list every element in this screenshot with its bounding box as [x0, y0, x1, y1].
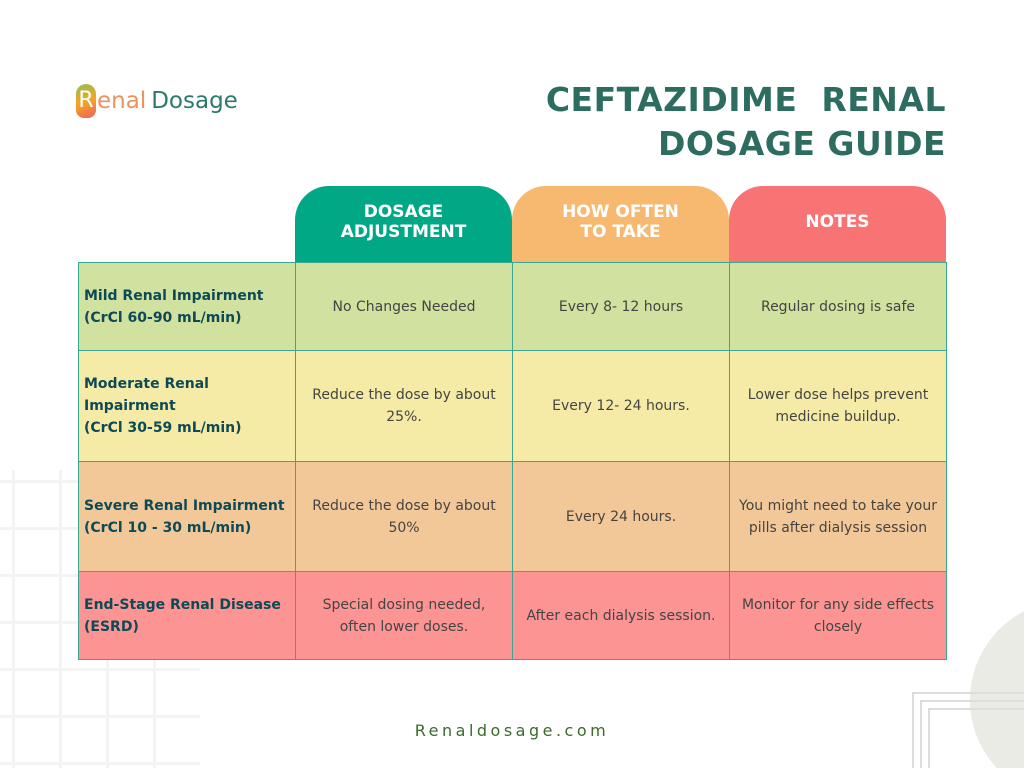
stage-cell: Moderate Renal Impairment (CrCl 30-59 mL/…: [78, 350, 296, 462]
header-dosage-adjustment: DOSAGE ADJUSTMENT: [295, 186, 512, 262]
dosage-cell: Special dosing needed, often lower doses…: [295, 571, 513, 660]
header-how-often: HOW OFTEN TO TAKE: [512, 186, 729, 262]
stage-cell: Severe Renal Impairment (CrCl 10 - 30 mL/…: [78, 461, 296, 572]
lines-decoration: [912, 692, 1024, 768]
frequency-cell: After each dialysis session.: [512, 571, 730, 660]
stage-cell: End-Stage Renal Disease (ESRD): [78, 571, 296, 660]
frequency-cell: Every 24 hours.: [512, 461, 730, 572]
table-row: End-Stage Renal Disease (ESRD) Special do…: [78, 571, 947, 660]
logo-text-renal: enal: [97, 88, 147, 114]
notes-cell: Regular dosing is safe: [729, 262, 947, 351]
page-title: CEFTAZIDIME RENAL DOSAGE GUIDE: [546, 78, 946, 166]
stage-name: End-Stage Renal Disease: [84, 596, 281, 613]
table-row: Severe Renal Impairment (CrCl 10 - 30 mL/…: [78, 461, 947, 572]
dosage-cell: No Changes Needed: [295, 262, 513, 351]
table-row: Mild Renal Impairment (CrCl 60-90 mL/min)…: [78, 262, 947, 351]
dosage-cell: Reduce the dose by about 25%.: [295, 350, 513, 462]
title-line-1: CEFTAZIDIME RENAL: [545, 80, 946, 119]
dosage-cell: Reduce the dose by about 50%: [295, 461, 513, 572]
frequency-cell: Every 8- 12 hours: [512, 262, 730, 351]
header-notes: NOTES: [729, 186, 946, 262]
frequency-cell: Every 12- 24 hours.: [512, 350, 730, 462]
stage-crcl: (CrCl 30-59 mL/min): [84, 420, 242, 436]
stage-crcl: (ESRD): [84, 618, 139, 635]
notes-cell: You might need to take your pills after …: [729, 461, 947, 572]
circle-decoration: [970, 611, 1024, 768]
stage-cell: Mild Renal Impairment (CrCl 60-90 mL/min): [78, 262, 296, 351]
logo-text-dosage: Dosage: [151, 88, 238, 114]
stage-crcl: (CrCl 60-90 mL/min): [84, 309, 242, 326]
dosage-table: Mild Renal Impairment (CrCl 60-90 mL/min)…: [78, 262, 947, 660]
stage-crcl: (CrCl 10 - 30 mL/min): [84, 519, 252, 536]
stage-name: Mild Renal Impairment: [84, 287, 264, 304]
logo-r-mark: R: [76, 84, 96, 118]
notes-cell: Monitor for any side effects closely: [729, 571, 947, 660]
stage-name: Moderate Renal Impairment: [84, 376, 209, 414]
table-row: Moderate Renal Impairment (CrCl 30-59 mL/…: [78, 350, 947, 462]
notes-cell: Lower dose helps prevent medicine buildu…: [729, 350, 947, 462]
title-line-2: DOSAGE GUIDE: [658, 124, 946, 163]
stage-name: Severe Renal Impairment: [84, 497, 285, 514]
footer-website: Renaldosage.com: [414, 721, 610, 740]
